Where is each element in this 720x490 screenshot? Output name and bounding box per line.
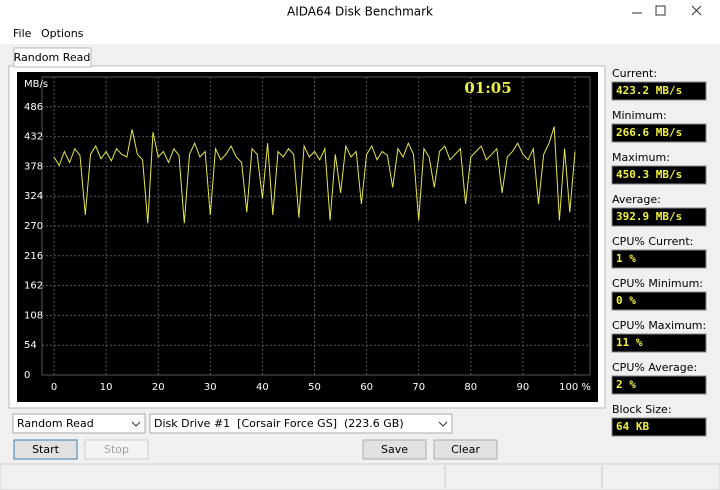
x-tick-label: 70 (412, 382, 425, 393)
menu-item[interactable]: File (13, 27, 32, 40)
button-label[interactable]: Clear (451, 443, 480, 456)
y-tick-label: 0 (24, 370, 30, 381)
stat-label: CPU% Current: (612, 235, 693, 248)
x-tick-label: 80 (464, 382, 477, 393)
button-label: Stop (104, 443, 129, 456)
y-tick-label: 432 (24, 132, 43, 143)
x-tick-label: 100 % (559, 382, 591, 393)
stat-label: Minimum: (612, 109, 667, 122)
x-tick-label: 20 (152, 382, 165, 393)
y-tick-label: 270 (24, 221, 43, 232)
y-tick-label: 324 (24, 191, 43, 202)
x-tick-label: 50 (308, 382, 321, 393)
button (84, 439, 149, 460)
stat-value: 0 % (616, 294, 636, 307)
button-label[interactable]: Start (32, 443, 60, 456)
dropdown-text[interactable]: Disk Drive #1 [Corsair Force GS] (223.6 … (154, 417, 404, 430)
button-label[interactable]: Save (381, 443, 408, 456)
chart-bg (17, 72, 598, 402)
stat-value: 11 % (616, 336, 643, 349)
stat-label: CPU% Minimum: (612, 277, 703, 290)
y-tick-label: 54 (24, 340, 37, 351)
stat-label: Average: (612, 193, 661, 206)
stat-label: Block Size: (612, 403, 672, 416)
stat-value: 450.3 MB/s (616, 168, 682, 181)
y-tick-label: 162 (24, 281, 43, 292)
stat-value: 1 % (616, 252, 636, 265)
stat-box (611, 333, 707, 353)
menu-item[interactable]: Options (41, 27, 84, 40)
dropdown[interactable] (12, 413, 146, 434)
tab[interactable] (13, 47, 92, 68)
tab-label[interactable]: Random Read (14, 51, 91, 64)
x-tick-label: 0 (51, 382, 57, 393)
dropdown-text[interactable]: Random Read (17, 417, 94, 430)
stat-label: Maximum: (612, 151, 670, 164)
stat-box (611, 375, 707, 395)
window-title: AIDA64 Disk Benchmark (287, 5, 433, 19)
close-button[interactable] (691, 5, 702, 16)
data-line (53, 126, 576, 224)
x-tick-label: 30 (204, 382, 217, 393)
stat-box (611, 123, 707, 143)
y-tick-label: 216 (24, 251, 43, 262)
stat-value: 64 KB (616, 420, 649, 433)
dropdown-arrow[interactable] (131, 421, 141, 427)
x-tick-label: 10 (100, 382, 113, 393)
x-tick-label: 40 (256, 382, 269, 393)
status-bar (0, 463, 720, 490)
stat-value: 423.2 MB/s (616, 84, 682, 97)
stat-box (611, 207, 707, 227)
y-axis-label: MB/s (24, 79, 48, 90)
stat-label: CPU% Maximum: (612, 319, 706, 332)
timer: 01:05 (464, 79, 511, 97)
stat-box (611, 291, 707, 311)
button[interactable] (362, 439, 427, 460)
stat-label: CPU% Average: (612, 361, 697, 374)
dropdown[interactable] (149, 413, 453, 434)
stat-box (611, 417, 707, 437)
y-tick-label: 486 (24, 102, 43, 113)
title-bar (0, 0, 720, 23)
stat-label: Current: (612, 67, 657, 80)
x-tick-label: 90 (517, 382, 530, 393)
stat-box (611, 249, 707, 269)
button[interactable] (433, 439, 498, 460)
x-tick-label: 60 (360, 382, 373, 393)
stat-value: 2 % (616, 378, 636, 391)
stat-box (611, 81, 707, 101)
y-tick-label: 378 (24, 161, 43, 172)
stat-value: 392.9 MB/s (616, 210, 682, 223)
y-tick-label: 108 (24, 310, 43, 321)
dropdown-arrow[interactable] (438, 421, 448, 427)
stat-value: 266.6 MB/s (616, 126, 682, 139)
menu-bar (0, 23, 720, 44)
maximize-button[interactable] (655, 5, 666, 16)
button[interactable] (13, 439, 78, 460)
stat-box (611, 165, 707, 185)
